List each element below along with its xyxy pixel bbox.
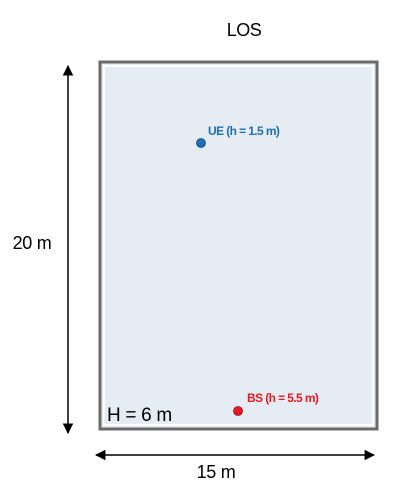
bs-label: BS (h = 5.5 m)	[247, 391, 319, 405]
ue-point	[196, 138, 206, 148]
diagram-title: LOS	[227, 20, 262, 40]
room-height-label: H = 6 m	[107, 405, 172, 426]
bs-point	[233, 406, 243, 416]
room-inner-border	[103, 65, 374, 426]
ue-label: UE (h = 1.5 m)	[208, 124, 280, 138]
room-floor	[98, 60, 379, 431]
width-dimension-label: 15 m	[197, 462, 236, 482]
length-dimension-label: 20 m	[13, 233, 52, 253]
length-label-backdrop	[4, 228, 62, 254]
